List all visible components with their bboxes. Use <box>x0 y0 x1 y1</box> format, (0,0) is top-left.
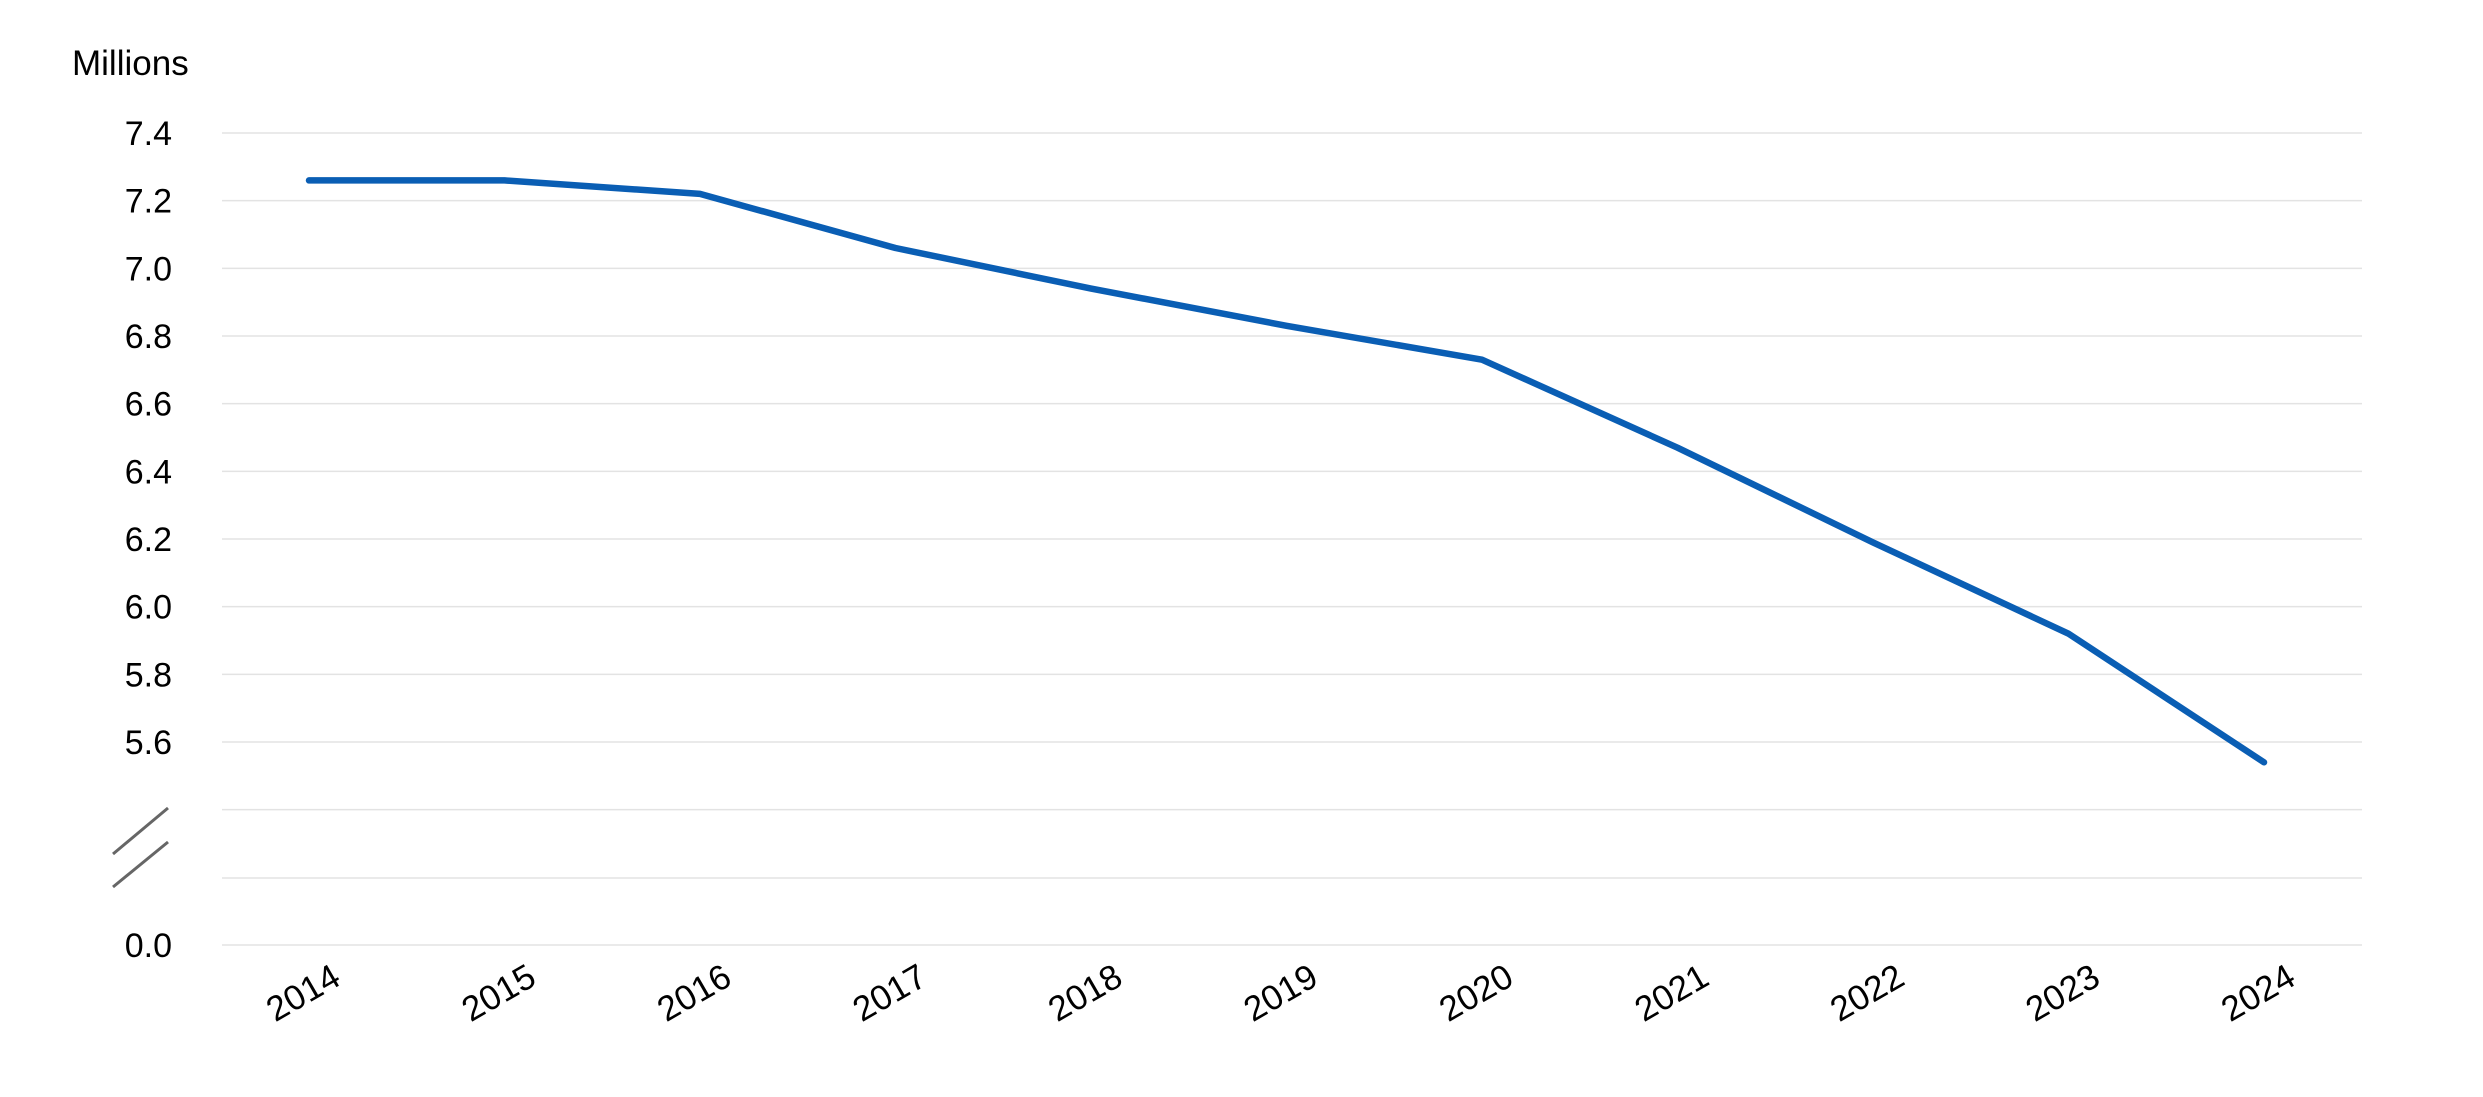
y-tick-label: 6.8 <box>125 318 172 356</box>
x-tick-label: 2014 <box>260 957 347 1030</box>
x-tick-label: 2020 <box>1433 957 1520 1030</box>
series-line-0 <box>305 177 2268 766</box>
axis-break-mark <box>112 806 169 889</box>
x-tick-label: 2016 <box>651 957 738 1030</box>
x-tick-label: 2022 <box>1824 957 1911 1030</box>
y-tick-label: 6.6 <box>125 386 172 424</box>
y-tick-label: 5.8 <box>125 656 172 694</box>
series-lines <box>305 177 2268 766</box>
x-tick-label: 2024 <box>2215 957 2302 1030</box>
x-tick-label: 2023 <box>2019 957 2106 1030</box>
x-axis-tick-labels: 2014 2015 2016 2017 2018 2019 2020 2021 2022 2023… <box>260 957 2302 1030</box>
axis-break-stroke-lower <box>112 840 169 889</box>
y-tick-label: 7.4 <box>125 115 172 153</box>
x-tick-label: 2018 <box>1042 957 1129 1030</box>
x-tick-label: 2015 <box>455 957 542 1030</box>
y-tick-label: 0.0 <box>125 927 172 965</box>
x-tick-label: 2017 <box>846 957 933 1030</box>
x-tick-label: 2021 <box>1628 957 1715 1030</box>
y-tick-label: 7.2 <box>125 183 172 221</box>
y-tick-label: 6.4 <box>125 453 172 491</box>
y-tick-label: 6.0 <box>125 589 172 627</box>
y-axis-tick-labels: 7.4 7.2 7.0 6.8 6.6 6.4 6.2 6.0 5.8 5.6 0.0 <box>125 115 172 965</box>
y-tick-label: 7.0 <box>125 250 172 288</box>
x-tick-label: 2019 <box>1237 957 1324 1030</box>
gridlines <box>222 132 2362 946</box>
y-tick-label: 6.2 <box>125 521 172 559</box>
y-axis-label: Millions <box>72 44 189 83</box>
y-tick-label: 5.6 <box>125 724 172 762</box>
axis-break-stroke-upper <box>112 806 169 856</box>
